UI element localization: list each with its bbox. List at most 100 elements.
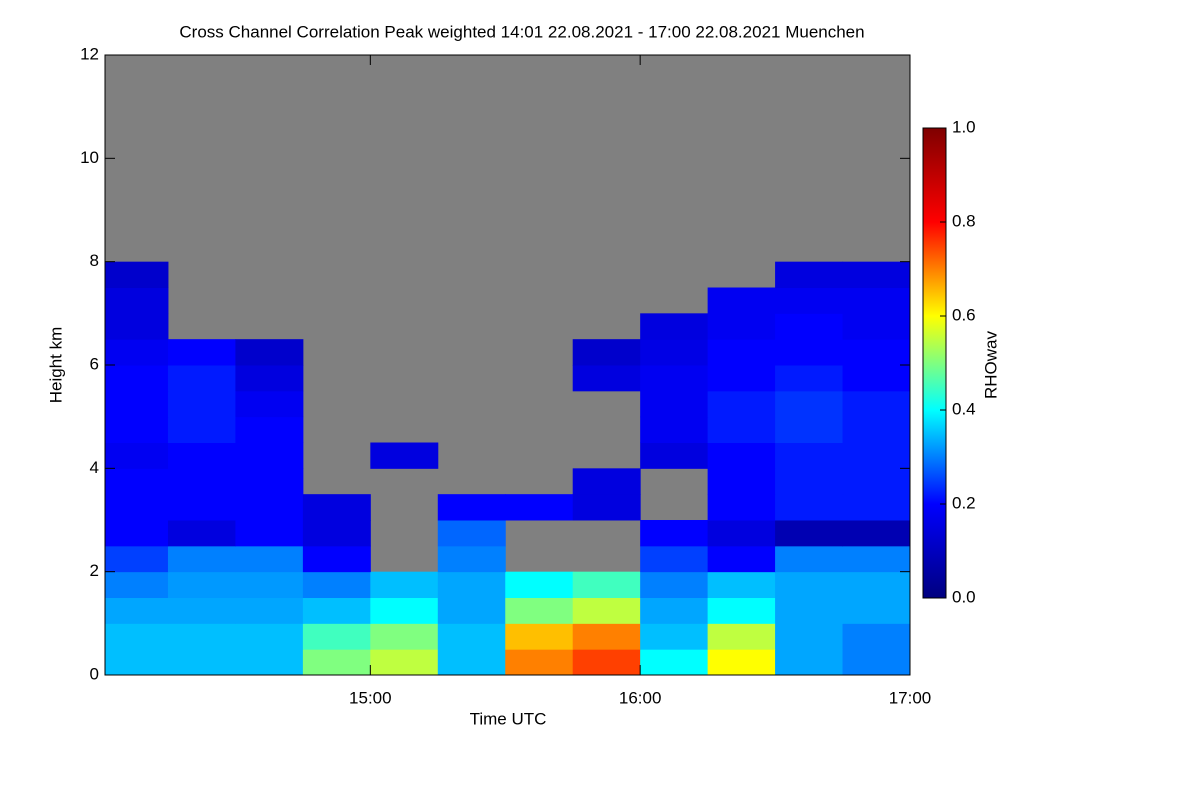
heatmap-cell xyxy=(105,571,169,598)
heatmap-cell xyxy=(167,597,236,624)
heatmap-cell xyxy=(302,571,371,598)
heatmap-cell xyxy=(640,339,709,366)
heatmap-cell xyxy=(167,649,236,676)
colorbar-tick-label: 0.0 xyxy=(952,587,976,606)
heatmap-cell xyxy=(437,494,506,521)
heatmap-cell xyxy=(105,520,169,547)
heatmap-cell xyxy=(707,623,776,650)
heatmap-cell xyxy=(302,649,371,676)
heatmap-cell xyxy=(572,597,641,624)
heatmap-cell xyxy=(775,623,844,650)
colorbar-tick-label: 0.4 xyxy=(952,399,976,418)
heatmap-cell xyxy=(302,545,371,573)
heatmap-cell xyxy=(707,520,776,547)
heatmap-cell xyxy=(235,468,304,495)
heatmap-cell xyxy=(707,442,776,469)
heatmap-cell xyxy=(775,545,844,573)
heatmap-cell xyxy=(105,365,169,392)
heatmap-cell xyxy=(707,365,776,392)
heatmap-cell xyxy=(437,571,506,598)
heatmap-cell xyxy=(235,416,304,443)
heatmap-cell xyxy=(842,339,911,366)
heatmap-cell xyxy=(842,287,911,314)
heatmap-cell xyxy=(167,520,236,547)
heatmap-cell xyxy=(105,442,169,469)
heatmap-cell xyxy=(775,390,844,418)
heatmap-cell xyxy=(235,545,304,573)
heatmap-cell xyxy=(775,571,844,598)
heatmap-cell xyxy=(707,649,776,676)
y-tick-label: 0 xyxy=(90,664,99,683)
heatmap-cell xyxy=(505,494,574,521)
heatmap-cell xyxy=(437,545,506,573)
heatmap-cell xyxy=(640,520,709,547)
heatmap-cell xyxy=(842,597,911,624)
heatmap-cell xyxy=(105,339,169,366)
heatmap-cell xyxy=(842,365,911,392)
heatmap-cell xyxy=(842,442,911,469)
heatmap-cell xyxy=(640,416,709,443)
heatmap-cell xyxy=(302,520,371,547)
heatmap-cell xyxy=(572,365,641,392)
heatmap-cell xyxy=(235,520,304,547)
heatmap-cell xyxy=(167,365,236,392)
heatmap-cell xyxy=(640,365,709,392)
colorbar-tick-label: 1.0 xyxy=(952,117,976,136)
heatmap-cell xyxy=(167,468,236,495)
heatmap-cell xyxy=(707,313,776,340)
heatmap-cell xyxy=(167,390,236,418)
heatmap-cell xyxy=(370,597,439,624)
heatmap-cell xyxy=(437,623,506,650)
heatmap-cell xyxy=(105,597,169,624)
heatmap-cell xyxy=(235,494,304,521)
x-tick-label: 17:00 xyxy=(889,688,932,707)
heatmap-cell xyxy=(707,339,776,366)
heatmap-cell xyxy=(707,468,776,495)
heatmap-cell xyxy=(707,545,776,573)
heatmap-cell xyxy=(572,468,641,495)
heatmap-cell xyxy=(105,261,169,288)
heatmap-cell xyxy=(105,468,169,495)
heatmap-cell xyxy=(505,571,574,598)
heatmap-cell xyxy=(167,416,236,443)
x-axis-label: Time UTC xyxy=(470,709,547,728)
heatmap-cell xyxy=(775,287,844,314)
heatmap-cell xyxy=(505,597,574,624)
y-axis-label: Height km xyxy=(46,327,65,404)
colorbar-tick-label: 0.2 xyxy=(952,493,976,512)
heatmap-cell xyxy=(842,468,911,495)
heatmap-cell xyxy=(167,494,236,521)
x-tick-label: 15:00 xyxy=(349,688,392,707)
heatmap-cell xyxy=(775,313,844,340)
heatmap-cell xyxy=(105,649,169,676)
heatmap-cell xyxy=(370,623,439,650)
heatmap-cell xyxy=(775,649,844,676)
heatmap-cell xyxy=(775,520,844,547)
heatmap-cell xyxy=(842,313,911,340)
heatmap-cell xyxy=(302,597,371,624)
heatmap-cell xyxy=(302,494,371,521)
heatmap-cell xyxy=(842,520,911,547)
heatmap-cell xyxy=(572,649,641,676)
heatmap-cell xyxy=(105,623,169,650)
heatmap-cell xyxy=(167,623,236,650)
heatmap-cell xyxy=(235,649,304,676)
x-tick-label: 16:00 xyxy=(619,688,662,707)
heatmap-cell xyxy=(437,649,506,676)
heatmap-cell xyxy=(775,365,844,392)
heatmap-cell xyxy=(167,339,236,366)
heatmap-cell xyxy=(707,390,776,418)
heatmap-cell xyxy=(842,649,911,676)
heatmap-cell xyxy=(640,545,709,573)
heatmap-cell xyxy=(775,468,844,495)
heatmap-cell xyxy=(707,416,776,443)
heatmap-cell xyxy=(640,390,709,418)
heatmap-cell xyxy=(775,597,844,624)
heatmap-cell xyxy=(842,494,911,521)
y-tick-label: 12 xyxy=(80,44,99,63)
heatmap-cell xyxy=(572,571,641,598)
heatmap-cell xyxy=(572,494,641,521)
heatmap-cell xyxy=(640,571,709,598)
heatmap-cell xyxy=(775,339,844,366)
